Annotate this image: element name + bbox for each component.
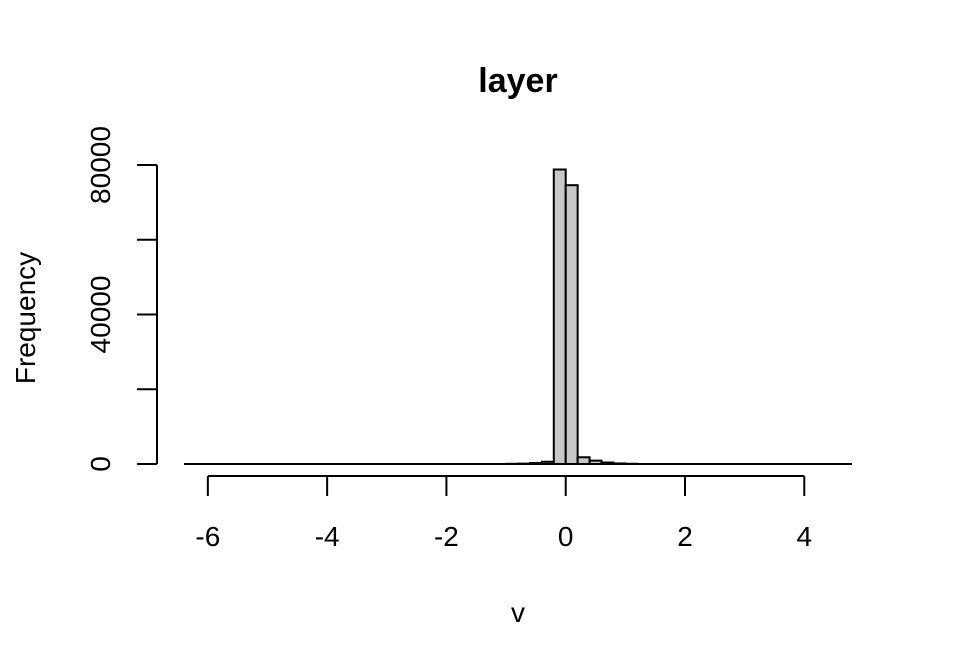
- histogram-bar: [564, 184, 579, 465]
- histogram-bar: [552, 168, 567, 466]
- x-axis-label: v: [511, 597, 525, 628]
- chart-title: layer: [478, 62, 557, 100]
- x-axis: -6 -4 -2 0 2 4: [195, 475, 812, 552]
- x-tick-label: 2: [677, 521, 693, 552]
- x-tick-label: 4: [796, 521, 812, 552]
- histogram-bar: [528, 462, 543, 465]
- y-tick-label: 80000: [85, 126, 116, 204]
- x-tick-label: -6: [195, 521, 220, 552]
- histogram-bar: [540, 460, 555, 466]
- x-tick-label: -2: [434, 521, 459, 552]
- histogram-bar: [588, 459, 603, 466]
- histogram-bar: [576, 456, 591, 465]
- y-axis-label: Frequency: [10, 252, 41, 384]
- histogram-bars: [184, 168, 852, 466]
- y-tick-label: 40000: [85, 276, 116, 354]
- histogram-bar: [600, 461, 615, 466]
- histogram-bar: [612, 462, 627, 465]
- x-tick-label: -4: [315, 521, 340, 552]
- y-tick-label: 0: [85, 456, 116, 472]
- y-axis: 0 40000 80000: [85, 126, 158, 472]
- x-tick-label: 0: [558, 521, 574, 552]
